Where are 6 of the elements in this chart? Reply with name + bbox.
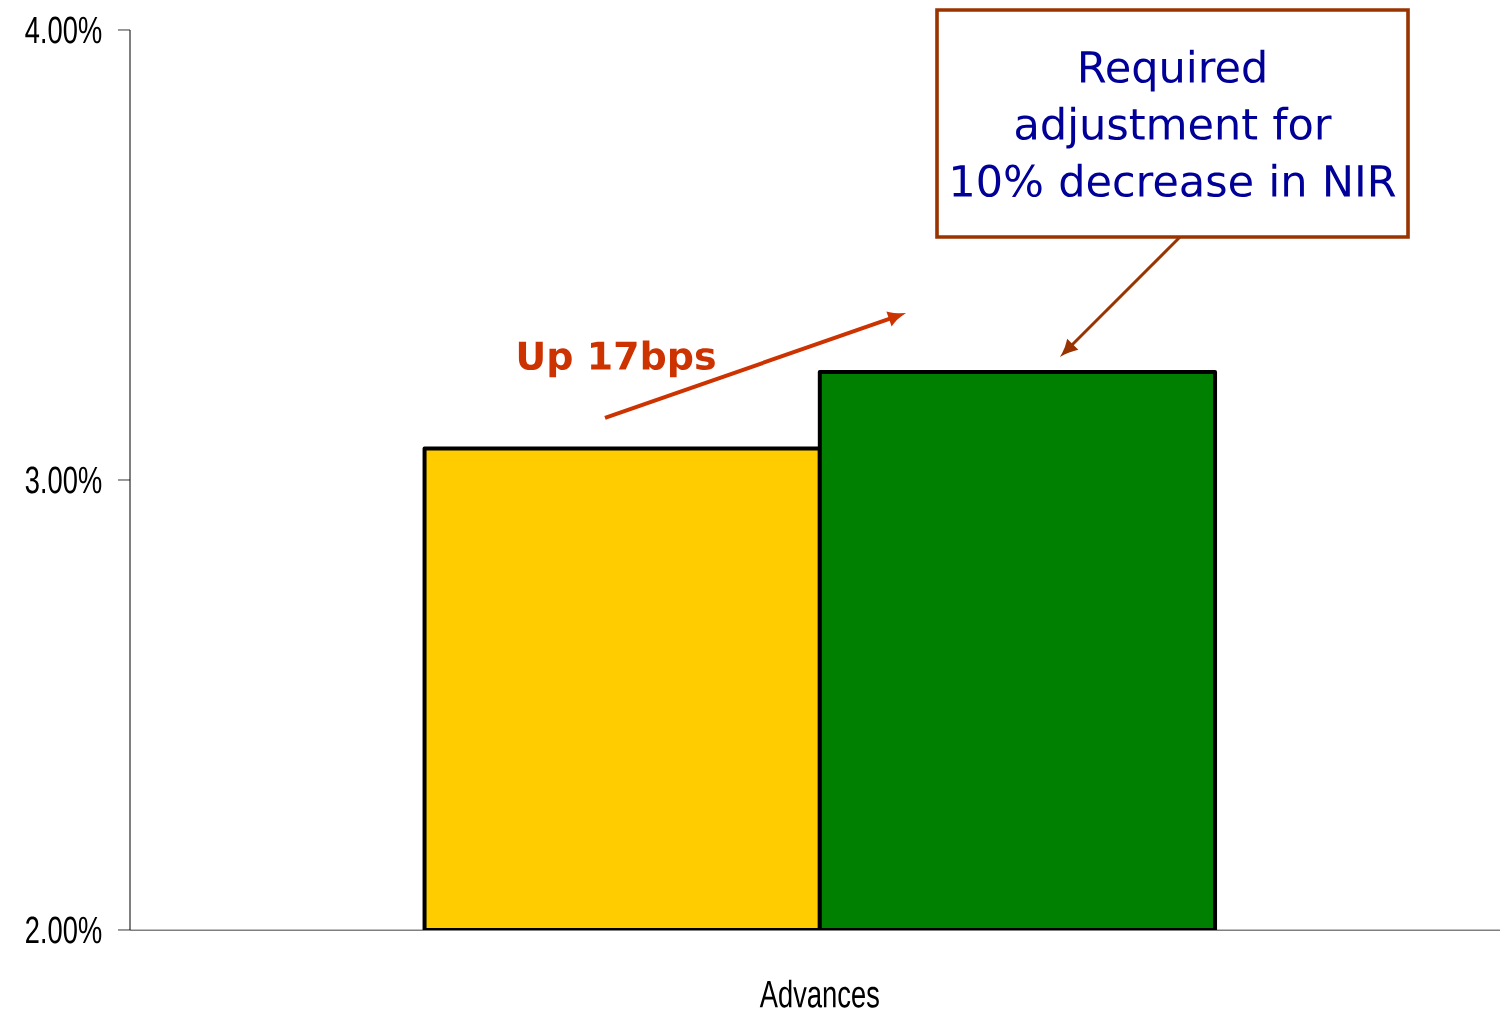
annotation: Up 17bps bbox=[518, 340, 715, 378]
y-tick-label: 2.00% bbox=[26, 916, 102, 944]
annotation: Required adjustment for 10% decrease in NIR bbox=[953, 49, 1396, 198]
y-tick-label: 4.00% bbox=[25, 16, 102, 44]
y-tick-label: 3.00% bbox=[25, 466, 102, 494]
x-tick-label: Advances bbox=[759, 979, 879, 1008]
